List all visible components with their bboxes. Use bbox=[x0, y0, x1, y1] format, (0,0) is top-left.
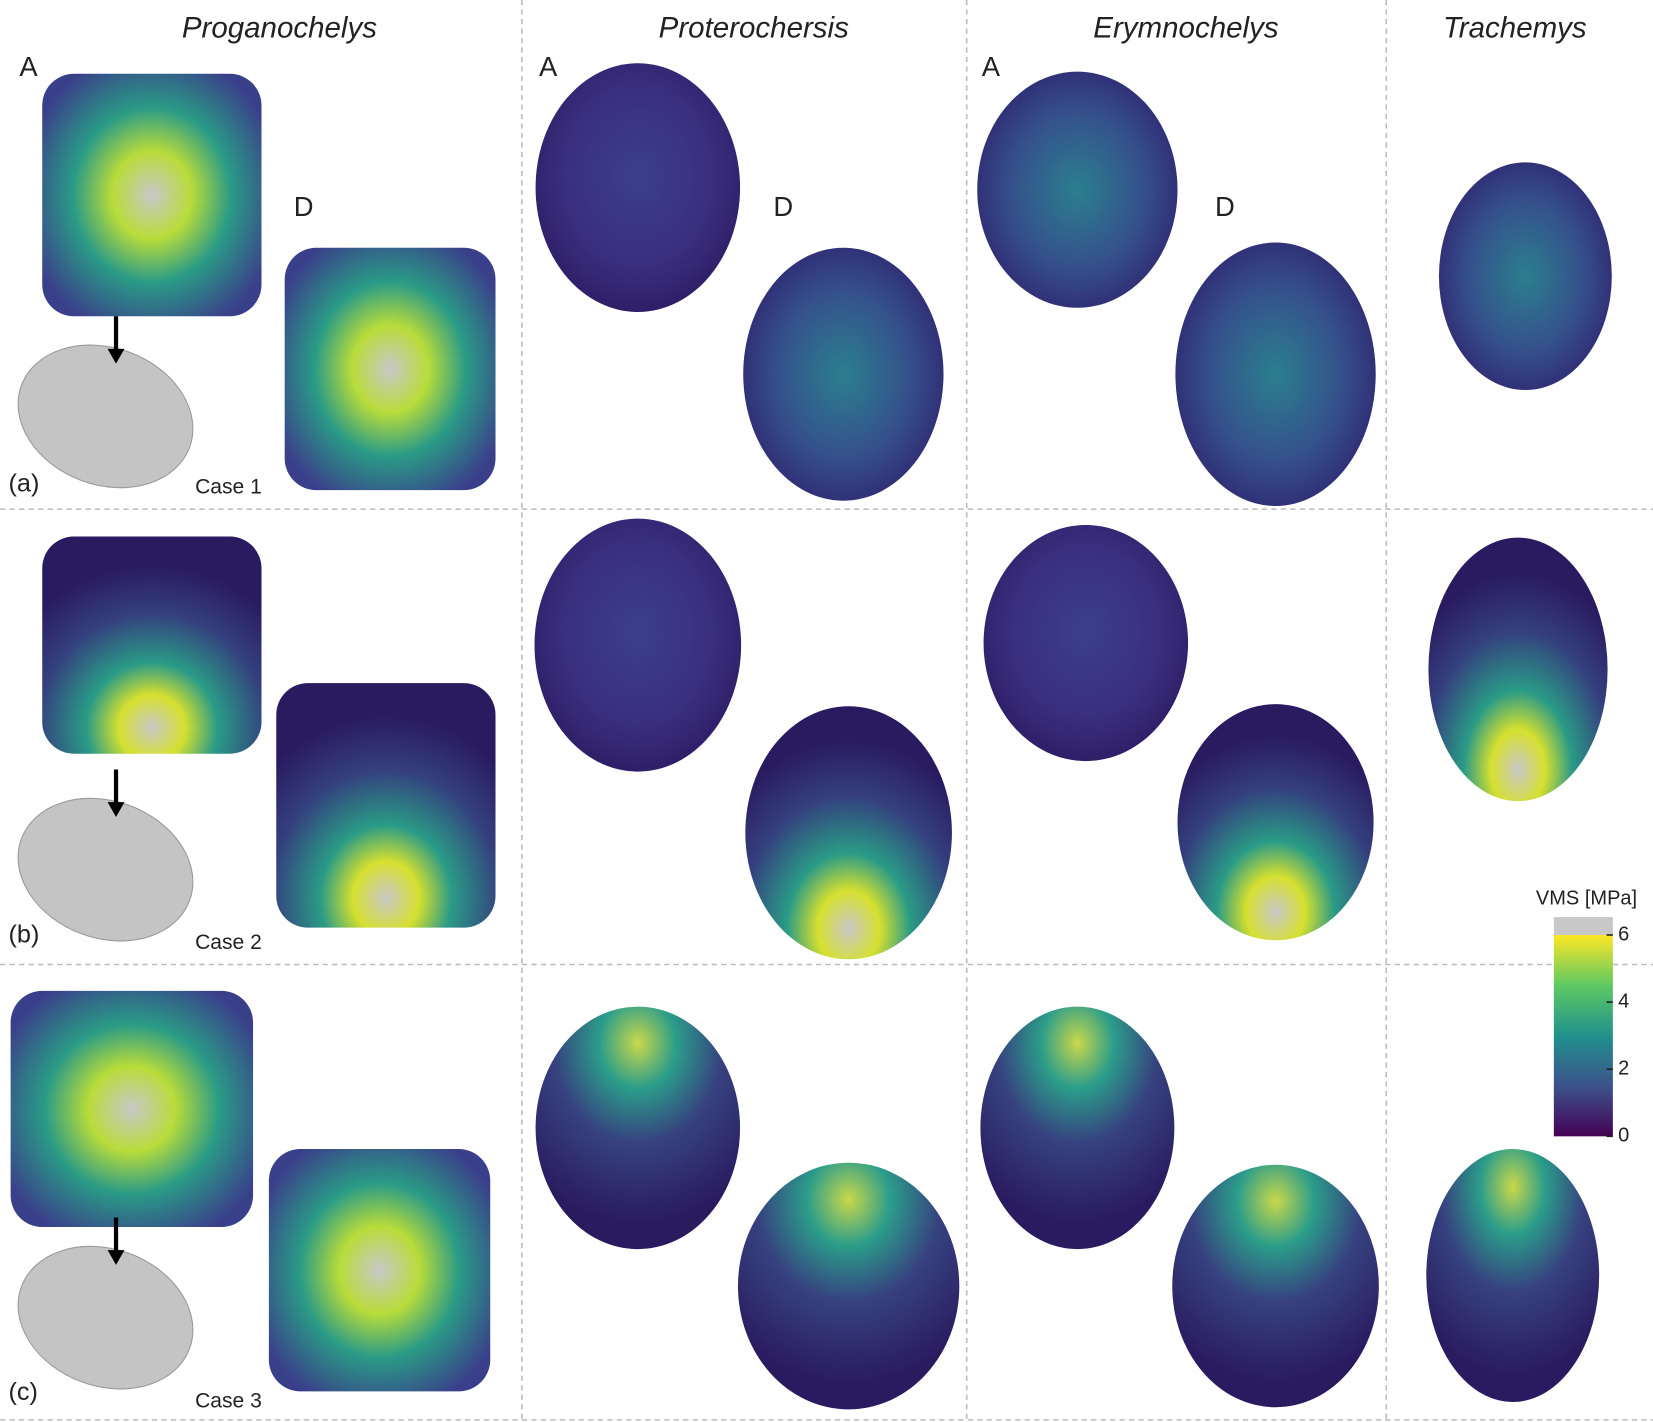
shell bbox=[268, 1148, 491, 1392]
colorbar-title: VMS [MPa] bbox=[1536, 887, 1637, 909]
shell bbox=[10, 990, 254, 1227]
colorbar-tick-label: 4 bbox=[1618, 990, 1629, 1012]
column-title: Erymnochelys bbox=[1093, 11, 1279, 44]
load-arrow-head bbox=[107, 1250, 125, 1265]
shell bbox=[1177, 704, 1374, 941]
colorbar: VMS [MPa] 0 2 4 6 bbox=[1536, 887, 1637, 1146]
case-label: Case 1 bbox=[195, 476, 262, 499]
shell-models bbox=[10, 63, 1612, 1410]
colorbar-ramp bbox=[1553, 934, 1613, 1137]
load-arrow-head bbox=[107, 348, 125, 364]
shell bbox=[977, 71, 1178, 308]
shell bbox=[743, 247, 944, 501]
shell bbox=[983, 524, 1189, 762]
shell bbox=[737, 1162, 960, 1410]
view-label: D bbox=[294, 191, 314, 222]
shell bbox=[42, 536, 262, 754]
row-label: (a) bbox=[9, 470, 40, 498]
row-label: (c) bbox=[9, 1378, 38, 1406]
shell bbox=[1175, 242, 1376, 506]
view-label: A bbox=[539, 51, 558, 82]
view-label: D bbox=[773, 191, 793, 222]
shell bbox=[284, 247, 496, 491]
shell bbox=[535, 1006, 741, 1250]
shell bbox=[534, 518, 742, 772]
colorbar-tick-label: 2 bbox=[1618, 1058, 1629, 1080]
skull-inset bbox=[17, 797, 194, 942]
shell bbox=[745, 706, 952, 960]
load-arrow-head bbox=[107, 802, 125, 817]
shell bbox=[276, 683, 496, 928]
skull-inset bbox=[17, 344, 194, 489]
view-label: D bbox=[1215, 191, 1235, 222]
shell bbox=[1428, 537, 1608, 802]
shell bbox=[535, 63, 741, 313]
colorbar-tick-label: 6 bbox=[1618, 923, 1629, 945]
case-label: Case 2 bbox=[195, 931, 262, 954]
column-title: Proganochelys bbox=[182, 11, 377, 44]
view-label: A bbox=[19, 51, 38, 82]
shell bbox=[1426, 1148, 1600, 1402]
case-label: Case 3 bbox=[195, 1390, 262, 1413]
shell bbox=[1172, 1164, 1379, 1408]
skull-inset bbox=[17, 1245, 194, 1390]
colorbar-tick-label: 0 bbox=[1618, 1125, 1629, 1147]
column-title: Proterochersis bbox=[659, 11, 849, 44]
column-title: Trachemys bbox=[1443, 11, 1587, 44]
shell bbox=[1438, 162, 1612, 391]
shell bbox=[980, 1006, 1175, 1250]
row-label: (b) bbox=[9, 921, 40, 949]
colorbar-overflow bbox=[1553, 917, 1613, 935]
view-label: A bbox=[982, 51, 1001, 82]
shell bbox=[42, 73, 262, 317]
